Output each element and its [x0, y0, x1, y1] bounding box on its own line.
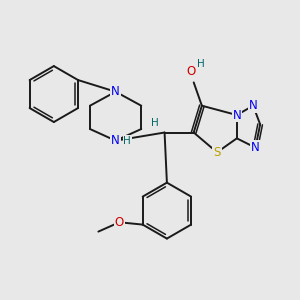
Text: N: N	[249, 99, 257, 112]
Text: H: H	[123, 136, 131, 146]
Text: H: H	[152, 118, 159, 128]
Text: S: S	[213, 146, 221, 159]
Text: N: N	[251, 141, 260, 154]
Text: N: N	[232, 109, 241, 122]
Text: N: N	[111, 134, 120, 147]
Text: N: N	[111, 85, 120, 98]
Text: H: H	[197, 59, 205, 69]
Text: O: O	[187, 65, 196, 78]
Text: O: O	[115, 216, 124, 229]
